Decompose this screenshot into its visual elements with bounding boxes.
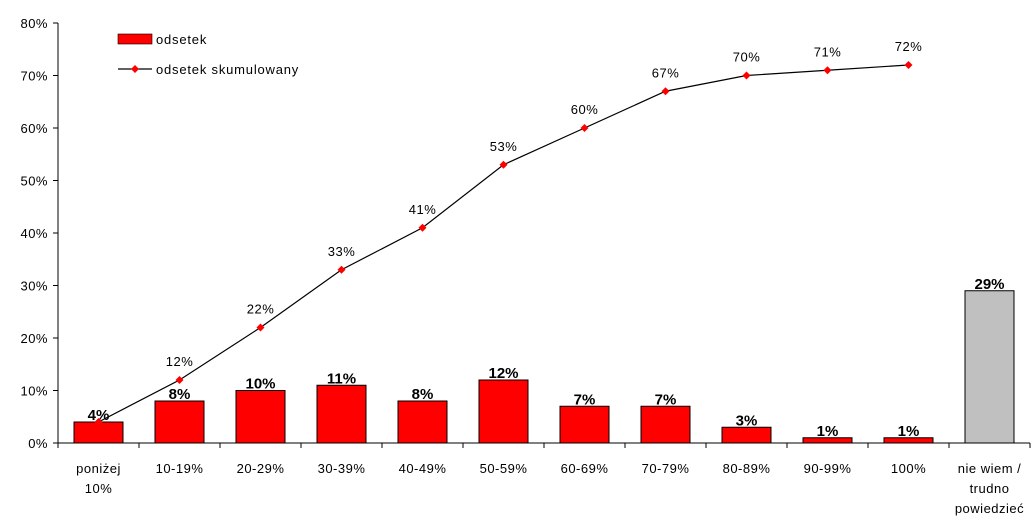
x-tick-label: 20-29% (237, 461, 285, 476)
bar (964, 290, 1015, 444)
x-tick-label: poniżej (76, 461, 121, 476)
bar-data-label: 1% (817, 423, 839, 440)
x-tick-label: 60-69% (561, 461, 609, 476)
bar-data-label: 11% (327, 370, 356, 387)
y-tick-label: 10% (20, 384, 48, 399)
bar-data-label: 7% (655, 391, 677, 408)
line-point (418, 223, 427, 232)
x-axis: poniżej 10% 10-19% 20-29% 30-39% 40-49% 50-59%… (57, 442, 1031, 516)
line-data-label: 60% (571, 102, 599, 117)
y-tick-label: 70% (20, 69, 48, 84)
x-tick-label: 90-99% (804, 461, 852, 476)
line-point (337, 265, 346, 274)
bar-data-label: 3% (736, 412, 758, 429)
bar (802, 437, 853, 444)
bar-data-label: 8% (169, 386, 191, 403)
y-axis: 0% 10% 20% 30% 40% 50% 60% 70% 80% (20, 16, 59, 451)
x-tick-label: 80-89% (723, 461, 771, 476)
line-data-label: 67% (652, 65, 680, 80)
line-data-label: 22% (247, 302, 275, 317)
y-tick-label: 40% (20, 226, 48, 241)
line-point (499, 160, 508, 169)
x-tick-label: 10-19% (156, 461, 204, 476)
bar-series: 4%8%10% 11%8%12%7% 7%3%1% 1%29% (73, 276, 1015, 444)
bar-data-label: 10% (245, 376, 275, 393)
line-point (742, 71, 751, 80)
line-point (823, 66, 832, 75)
y-tick-label: 30% (20, 279, 48, 294)
y-tick-label: 80% (20, 16, 48, 31)
line-point (904, 61, 913, 69)
bar (235, 390, 286, 444)
x-tick-label: 10% (85, 481, 113, 496)
x-tick-label: powiedzieć (955, 501, 1024, 516)
bar (154, 400, 205, 444)
bar (316, 384, 367, 444)
y-tick-label: 0% (28, 436, 48, 451)
legend-swatch-marker (131, 65, 139, 73)
y-tick-label: 20% (20, 331, 48, 346)
x-tick-label: 70-79% (642, 461, 690, 476)
bar (397, 400, 448, 444)
x-tick-label: 50-59% (480, 461, 528, 476)
y-tick-label: 60% (20, 121, 48, 136)
x-tick-label: 40-49% (399, 461, 447, 476)
bar (559, 405, 610, 444)
x-tick-label: 100% (891, 461, 926, 476)
x-tick-label: 30-39% (318, 461, 366, 476)
line-point (661, 87, 670, 96)
line-data-label: 72% (895, 39, 923, 54)
bar-data-label: 1% (898, 423, 920, 440)
line-data-label: 41% (409, 202, 437, 217)
line-point (94, 418, 103, 426)
bar (883, 437, 934, 444)
bar-data-label: 29% (974, 276, 1004, 293)
line-data-label: 33% (328, 244, 356, 259)
legend: odsetek odsetek skumulowany (117, 32, 299, 77)
line-data-label: 71% (814, 44, 842, 59)
legend-swatch-bar (117, 33, 153, 45)
line-point (256, 323, 265, 332)
bar (478, 379, 529, 444)
y-tick-label: 50% (20, 174, 48, 189)
legend-label-line: odsetek skumulowany (156, 62, 299, 77)
legend-label-bar: odsetek (156, 32, 207, 47)
bar-data-label: 7% (574, 391, 596, 408)
line-data-label: 70% (733, 50, 761, 65)
line-data-label: 53% (490, 139, 518, 154)
line-data-label: 12% (166, 354, 194, 369)
bar (640, 405, 691, 444)
bar-data-label: 12% (488, 365, 518, 382)
bar-data-label: 8% (412, 386, 434, 403)
line-point (580, 124, 589, 132)
line-series: 12% 22% 33% 41% 53% 60% 67% 70% 71% 72% (94, 39, 923, 426)
x-tick-label: nie wiem / (958, 461, 1022, 476)
x-tick-label: trudno (970, 481, 1010, 496)
line-point (175, 376, 184, 384)
bar (721, 426, 772, 444)
